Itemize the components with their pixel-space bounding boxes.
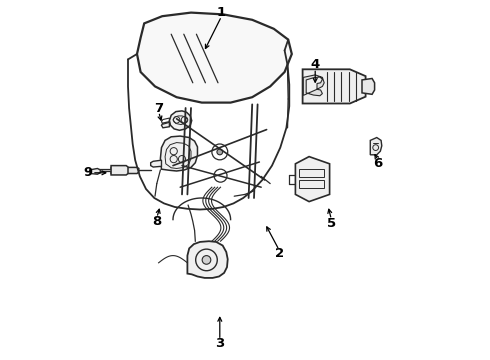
Polygon shape: [111, 166, 128, 175]
Text: 3: 3: [215, 337, 224, 350]
Polygon shape: [137, 13, 292, 103]
Polygon shape: [162, 122, 170, 128]
Text: 4: 4: [311, 58, 320, 71]
Text: 7: 7: [154, 102, 163, 114]
Polygon shape: [96, 169, 112, 171]
Polygon shape: [160, 136, 197, 171]
Polygon shape: [303, 75, 324, 96]
Polygon shape: [170, 111, 192, 130]
Circle shape: [217, 149, 222, 155]
Polygon shape: [90, 168, 100, 174]
Polygon shape: [111, 167, 139, 174]
Text: 2: 2: [274, 247, 284, 260]
Text: 1: 1: [217, 6, 226, 19]
Polygon shape: [187, 241, 228, 278]
Polygon shape: [370, 138, 382, 155]
Text: 9: 9: [84, 166, 93, 179]
Circle shape: [202, 256, 211, 264]
Polygon shape: [362, 78, 374, 94]
Text: 5: 5: [327, 217, 336, 230]
Text: 6: 6: [373, 157, 383, 170]
Polygon shape: [151, 160, 162, 167]
Text: 8: 8: [152, 215, 161, 228]
Polygon shape: [303, 69, 366, 104]
Polygon shape: [295, 157, 330, 202]
